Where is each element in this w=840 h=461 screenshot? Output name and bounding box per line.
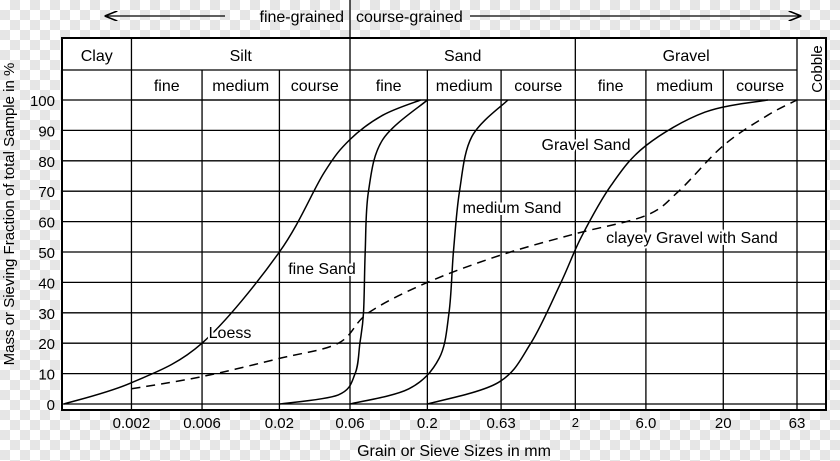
x-tick-0.06: 0.06 bbox=[335, 415, 364, 432]
class-label-silt: Silt bbox=[230, 48, 253, 65]
x-tick-0.02: 0.02 bbox=[265, 415, 294, 432]
y-tick-40: 40 bbox=[38, 275, 55, 292]
coarse-grained-label: course-grained bbox=[356, 9, 463, 26]
subclass-label-6: fine bbox=[598, 78, 624, 95]
y-tick-100: 100 bbox=[30, 93, 55, 110]
class-label-clay: Clay bbox=[81, 48, 113, 65]
subclass-label-3: fine bbox=[376, 78, 402, 95]
y-tick-50: 50 bbox=[38, 245, 55, 262]
class-label-gravel: Gravel bbox=[663, 48, 710, 65]
subclass-label-2: course bbox=[291, 78, 339, 95]
y-tick-80: 80 bbox=[38, 154, 55, 171]
series-line-fine-sand bbox=[279, 99, 428, 405]
y-tick-90: 90 bbox=[38, 123, 55, 140]
subclass-label-8: course bbox=[736, 78, 784, 95]
series-label-medium-sand: medium Sand bbox=[463, 200, 562, 217]
y-tick-10: 10 bbox=[38, 367, 55, 384]
x-axis-label: Grain or Sieve Sizes in mm bbox=[357, 443, 551, 460]
series-label-loess: Loess bbox=[209, 325, 252, 342]
x-tick-0.63: 0.63 bbox=[486, 415, 515, 432]
subclass-label-0: fine bbox=[154, 78, 180, 95]
x-tick-6.0: 6.0 bbox=[635, 415, 656, 432]
series-label-gravel-sand: Gravel Sand bbox=[542, 137, 631, 154]
y-tick-0: 0 bbox=[47, 397, 55, 414]
fine-grained-label: fine-grained bbox=[260, 9, 345, 26]
x-tick-20: 20 bbox=[715, 415, 732, 432]
x-tick-2: 2 bbox=[572, 415, 579, 430]
series-curves bbox=[63, 99, 798, 405]
y-tick-30: 30 bbox=[38, 306, 55, 323]
class-label-cobble: Cobble bbox=[809, 45, 826, 93]
x-tick-0.002: 0.002 bbox=[113, 415, 151, 432]
subclass-label-5: course bbox=[514, 78, 562, 95]
x-tick-0.006: 0.006 bbox=[183, 415, 221, 432]
series-label-fine-sand: fine Sand bbox=[288, 261, 356, 278]
subclass-label-4: medium bbox=[436, 78, 493, 95]
subclass-label-7: medium bbox=[656, 78, 713, 95]
y-axis-label: Mass or Sieving Fraction of total Sample… bbox=[1, 63, 18, 366]
subclass-label-1: medium bbox=[212, 78, 269, 95]
x-tick-0.2: 0.2 bbox=[417, 415, 438, 432]
series-line-clayey-gravel-with-sand bbox=[131, 99, 798, 390]
class-label-sand: Sand bbox=[444, 48, 481, 65]
y-tick-20: 20 bbox=[38, 336, 55, 353]
series-line-loess bbox=[63, 99, 421, 405]
y-tick-70: 70 bbox=[38, 184, 55, 201]
chart-frame bbox=[61, 0, 827, 411]
series-label-clayey-gravel-with-sand: clayey Gravel with Sand bbox=[606, 230, 778, 247]
series-line-medium-sand bbox=[349, 99, 509, 405]
plot-border bbox=[61, 37, 827, 411]
x-tick-63: 63 bbox=[789, 415, 806, 432]
chart-labels: fine-grained course-grained Clay Silt Sand Gr… bbox=[1, 9, 826, 460]
series-line-gravel-sand bbox=[427, 99, 768, 405]
y-tick-60: 60 bbox=[38, 215, 55, 232]
